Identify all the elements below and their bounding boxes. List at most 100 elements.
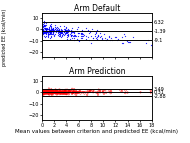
Point	[64, 90, 67, 93]
Point	[61, 91, 64, 93]
Point	[44, 90, 47, 93]
Point	[57, 32, 60, 34]
Point	[116, 37, 119, 40]
Point	[44, 92, 47, 94]
Point	[82, 33, 85, 36]
Point	[83, 30, 86, 33]
Point	[51, 27, 54, 30]
Point	[59, 28, 62, 31]
Point	[41, 28, 44, 30]
Point	[49, 91, 52, 94]
Point	[149, 91, 152, 94]
Point	[67, 91, 70, 93]
Point	[51, 28, 55, 31]
Point	[71, 88, 74, 90]
Point	[89, 30, 92, 32]
Point	[57, 90, 60, 92]
Point	[88, 91, 91, 93]
Point	[42, 90, 45, 92]
Point	[99, 89, 102, 91]
Point	[44, 27, 47, 30]
Point	[41, 31, 44, 34]
Point	[43, 92, 46, 94]
Point	[53, 30, 56, 32]
Point	[43, 90, 46, 93]
Point	[56, 34, 59, 36]
Point	[61, 91, 64, 93]
Point	[89, 35, 93, 37]
Point	[92, 90, 95, 92]
Point	[70, 90, 73, 92]
Point	[42, 92, 45, 94]
Point	[66, 31, 70, 34]
Point	[96, 92, 99, 94]
Point	[79, 92, 82, 95]
Point	[49, 31, 52, 34]
Point	[57, 31, 60, 34]
Point	[53, 91, 56, 93]
Point	[42, 92, 45, 94]
Point	[121, 90, 124, 92]
Point	[99, 35, 102, 37]
Point	[56, 89, 59, 91]
Point	[54, 90, 57, 92]
Point	[66, 31, 69, 33]
Point	[44, 89, 47, 91]
Point	[62, 91, 65, 93]
Point	[60, 91, 63, 94]
Point	[42, 31, 45, 33]
Point	[46, 92, 49, 94]
Point	[43, 24, 46, 27]
Point	[108, 35, 111, 37]
Point	[64, 30, 67, 32]
Point	[45, 31, 48, 33]
Point	[88, 39, 91, 41]
Point	[50, 90, 53, 93]
Point	[51, 32, 55, 34]
Point	[42, 92, 45, 94]
Point	[46, 92, 49, 94]
Point	[63, 28, 66, 30]
Point	[86, 91, 89, 93]
Point	[102, 93, 105, 95]
Point	[43, 28, 46, 30]
Point	[96, 34, 99, 36]
Point	[55, 91, 58, 94]
Point	[51, 93, 55, 96]
Point	[43, 27, 46, 30]
Point	[63, 28, 66, 30]
Point	[47, 30, 50, 32]
Point	[71, 34, 74, 36]
Point	[45, 90, 48, 92]
Point	[45, 24, 48, 27]
Point	[65, 90, 68, 92]
Point	[42, 91, 45, 93]
Point	[44, 91, 47, 94]
Point	[64, 91, 67, 93]
Point	[47, 27, 50, 29]
Point	[66, 30, 69, 33]
Point	[53, 91, 56, 93]
Point	[42, 89, 45, 92]
Point	[73, 35, 76, 38]
Point	[63, 30, 66, 32]
Point	[119, 89, 122, 92]
Point	[44, 92, 47, 95]
Point	[72, 90, 75, 93]
Point	[46, 31, 49, 33]
Point	[116, 39, 119, 42]
Point	[49, 33, 52, 36]
Point	[57, 29, 60, 31]
Point	[81, 91, 84, 93]
Point	[87, 32, 90, 34]
Point	[49, 91, 52, 93]
Point	[63, 29, 66, 31]
Point	[149, 90, 152, 92]
Point	[99, 36, 102, 38]
Point	[43, 31, 46, 33]
Point	[42, 29, 45, 31]
Point	[65, 30, 68, 32]
Point	[69, 33, 72, 36]
Point	[43, 91, 46, 94]
Point	[47, 92, 50, 94]
